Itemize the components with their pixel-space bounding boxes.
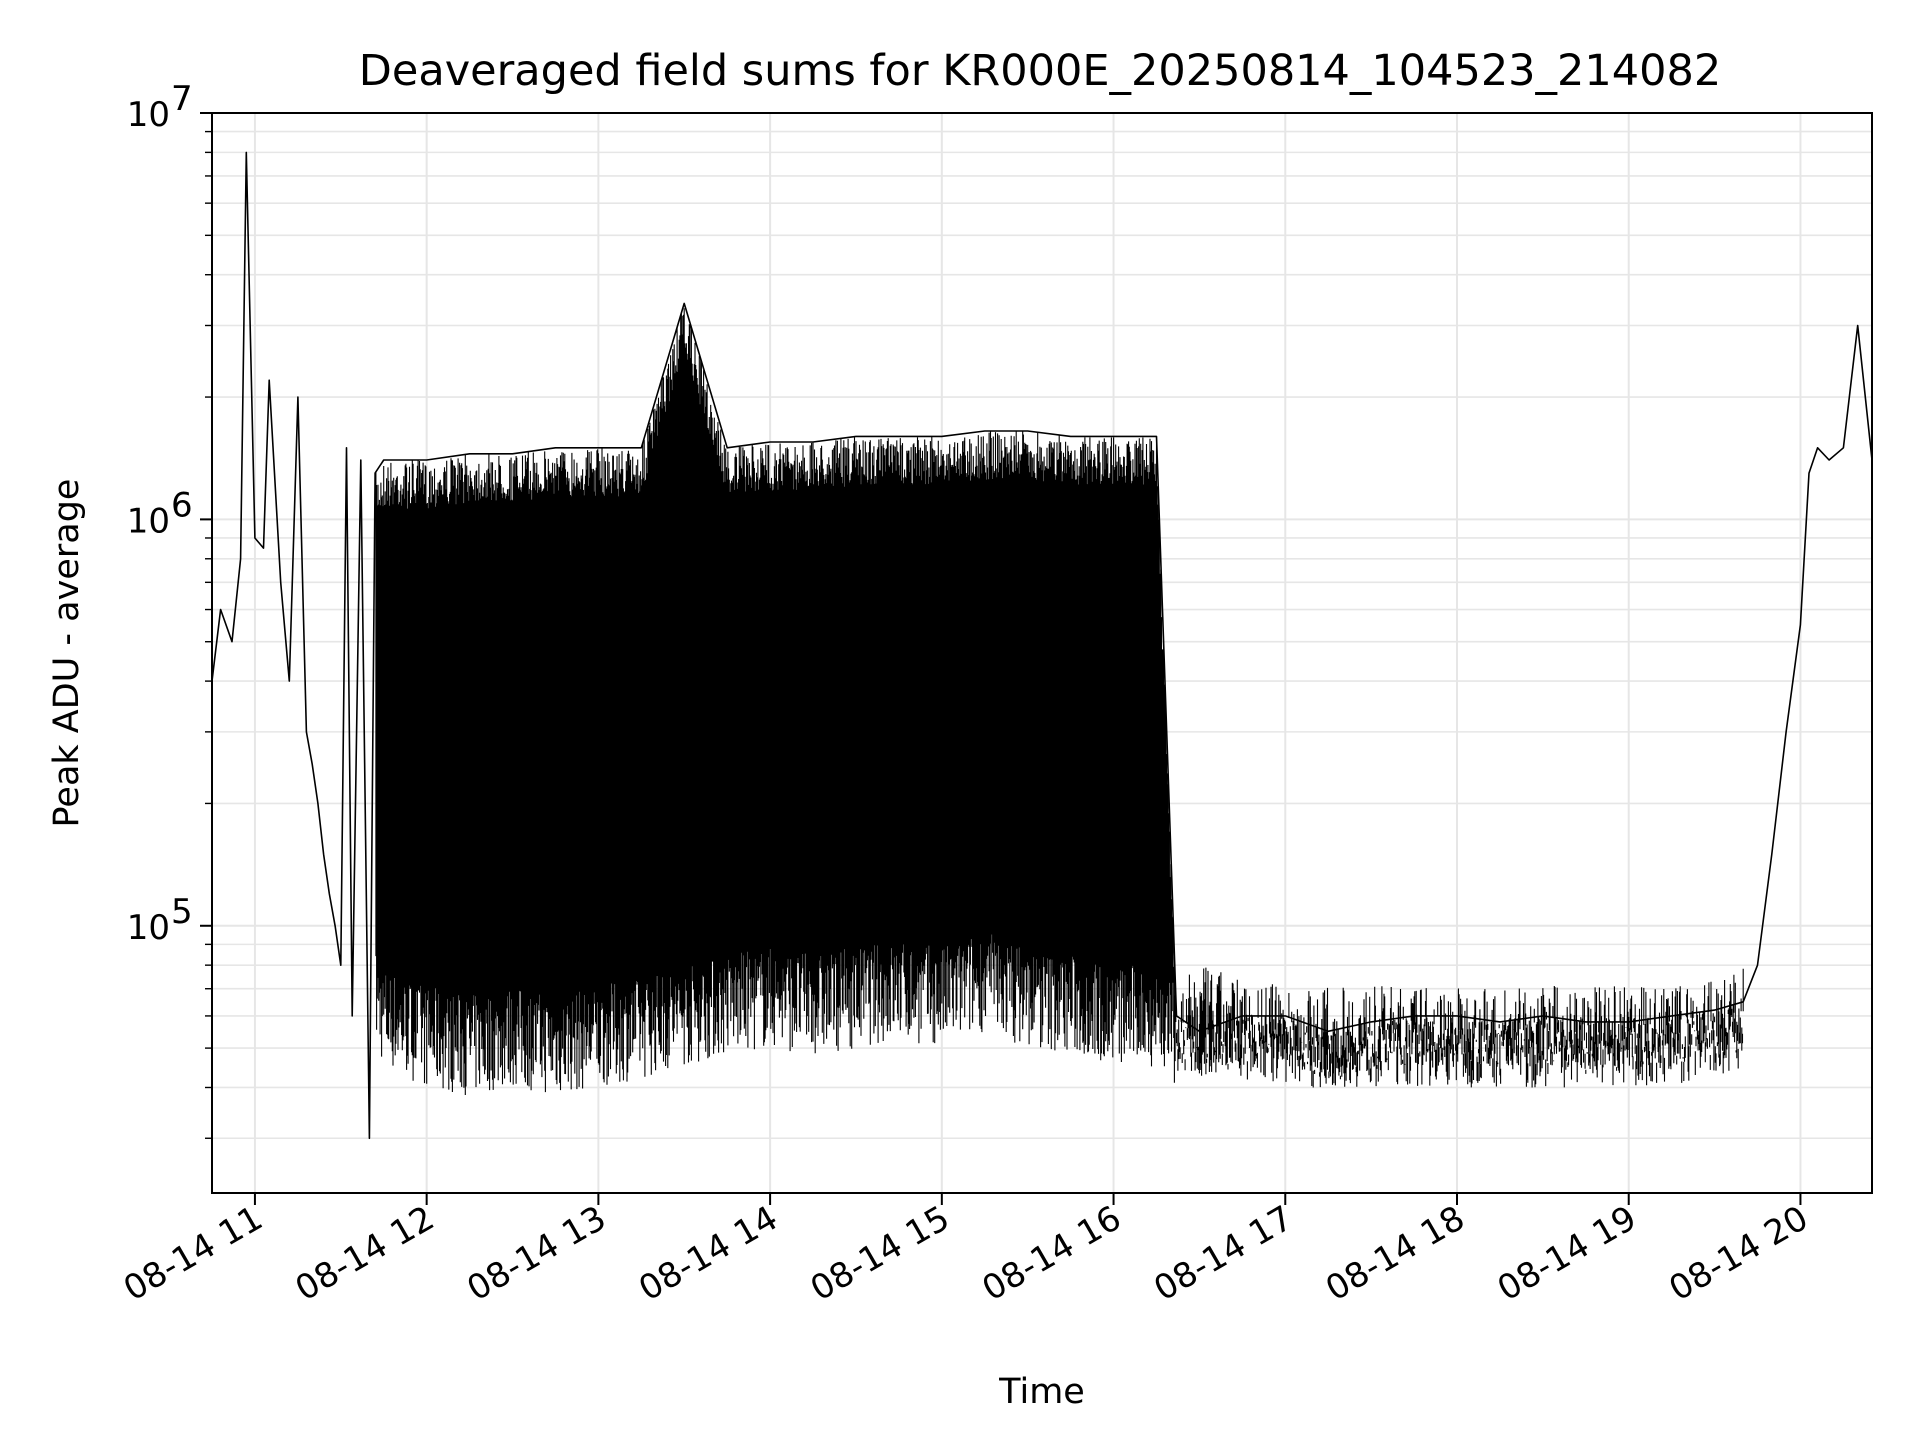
plot-area-frame bbox=[211, 112, 1873, 1194]
y-tick-label-exponent: 7 bbox=[171, 79, 193, 119]
series-group bbox=[211, 151, 1873, 1140]
x-axis-label: Time bbox=[998, 1372, 1085, 1412]
y-tick-label: 10 bbox=[127, 908, 170, 948]
y-tick-label: 10 bbox=[127, 501, 170, 541]
chart-title: Deaveraged field sums for KR000E_2025081… bbox=[359, 46, 1721, 96]
y-tick-label-exponent: 6 bbox=[171, 485, 193, 525]
series-line-spikes bbox=[375, 308, 1744, 1095]
y-tick-label-exponent: 5 bbox=[171, 892, 193, 932]
y-tick-label: 10 bbox=[127, 95, 170, 135]
y-axis-label: Peak ADU - average bbox=[47, 479, 87, 828]
series-line-upper bbox=[211, 151, 1873, 1140]
